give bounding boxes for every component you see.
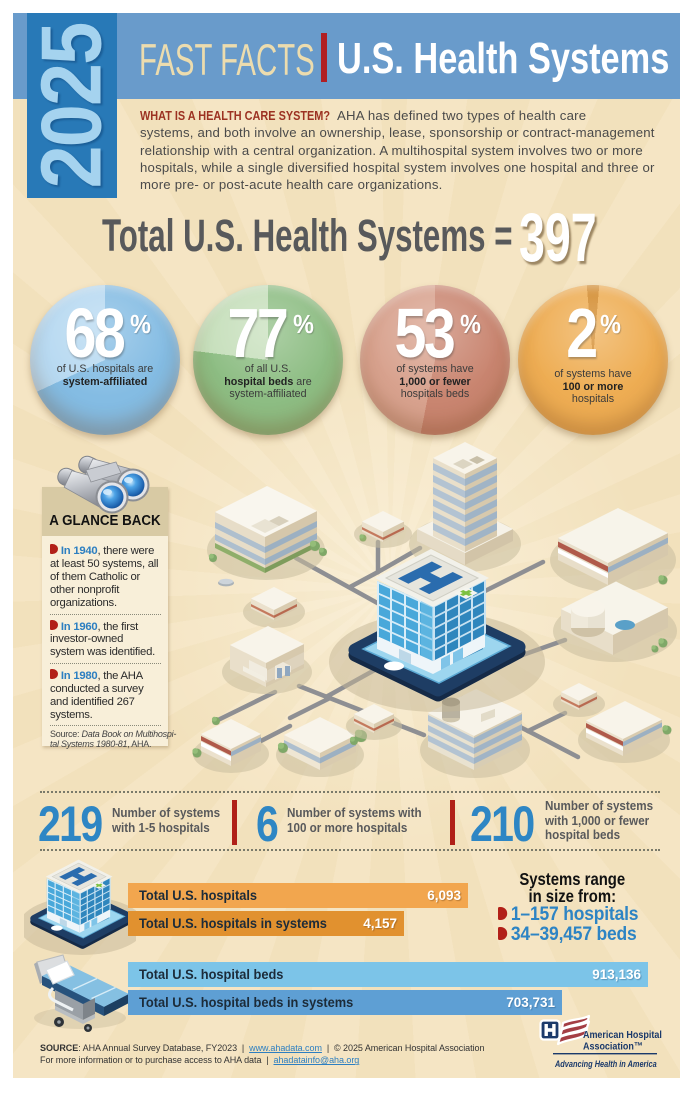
svg-text:Advancing Health in America: Advancing Health in America [554, 1059, 657, 1069]
svg-text:Association™: Association™ [583, 1041, 643, 1053]
svg-text:American Hospital: American Hospital [583, 1029, 662, 1041]
